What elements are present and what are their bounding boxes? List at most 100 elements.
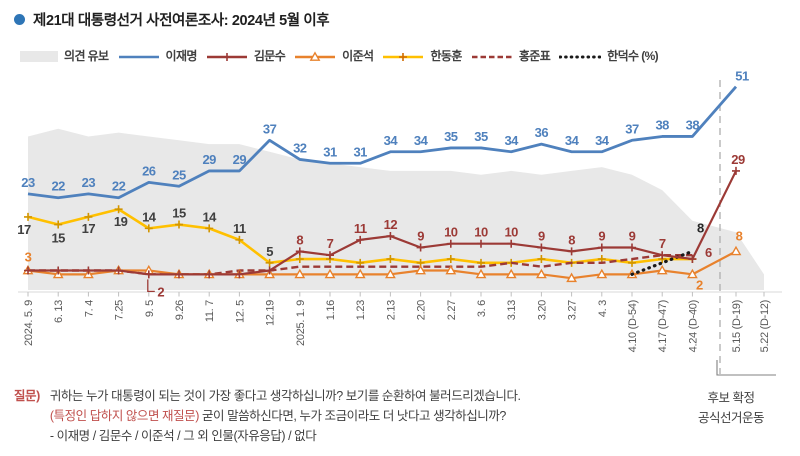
series-kim-moon-soo: 8 7 11 12 9 10 10 10 9 8 9 9 7 6 29 2 [24,152,745,299]
legend-label-han-dong-hoon: 한동훈 [430,49,462,63]
question-block: 질문) 귀하는 누가 대통령이 되는 것이 가장 좋다고 생각하십니까? 보기를… [14,386,664,446]
value-label: 29 [202,152,216,167]
plus-marker [386,232,395,241]
x-axis-label: 9. 5 [144,300,156,317]
kim-moon-soo-line [28,170,737,276]
value-label: 10 [504,225,518,240]
legend-label-undecided: 의견 유보 [64,49,109,63]
plus-marker [144,270,153,279]
triangle-marker [505,268,517,279]
triangle-marker [656,264,668,275]
value-label: 29 [233,152,247,167]
value-label: 3 [25,250,32,265]
legend-swatch-han-duck-soo [559,55,602,58]
plus-marker [477,239,485,248]
chart-legend: 의견 유보 이재명 김문수 이준석 한동훈 홍준표 한덕수 (%) [20,47,790,64]
triangle-marker [309,50,321,61]
x-axis-label: 3.20 [536,300,548,320]
x-axis-label: 4.10 (D-54) [627,300,639,352]
value-label: 7 [659,236,666,251]
legend-label-kim-moon-soo: 김문수 [253,49,286,63]
x-axis-label: 9.26 [174,300,186,320]
title-bullet-icon [14,14,25,25]
plus-marker [628,243,636,252]
legend-item-lee-jae-myung: 이재명 [118,47,197,64]
campaign-bracket [716,360,776,376]
plus-marker [658,251,667,260]
x-axis-label: 3.13 [506,300,518,320]
x-axis-label: 4.17 (D-47) [657,300,669,352]
triangle-marker [384,268,396,279]
question-line1: 귀하는 누가 대통령이 되는 것이 가장 좋다고 생각하십니까? 보기를 순환하… [49,389,521,403]
value-label: 38 [655,117,669,132]
value-label: 10 [474,225,488,240]
callout-bracket [147,279,155,292]
value-label: 14 [202,209,217,224]
callout-label: 2 [157,284,164,299]
value-label: 37 [625,121,639,136]
x-axis-label: 1.16 [325,300,337,320]
x-axis-label: 7.25 [114,300,126,320]
legend-item-hong-jun-pyo: 홍준표 [471,47,551,64]
value-label: 26 [142,163,156,178]
x-axis-label: 5.15 (D-19) [731,300,743,352]
value-label: 9 [417,229,424,244]
value-label: 6 [705,245,712,260]
legend-item-kim-moon-soo: 김문수 [206,47,286,64]
plus-marker [114,266,123,275]
value-label: 34 [565,133,580,148]
x-axis-label: 2024. 5. 9 [23,300,35,346]
triangle-marker [730,245,742,256]
series-lee-jae-myung: 23 22 23 22 26 25 29 29 37 32 31 31 34 34 35 35 34 36 34 34… [21,69,749,200]
value-label: 9 [629,229,636,244]
campaign-annotation: 후보 확정 공식선거운동 [672,388,790,428]
plus-marker [597,243,606,252]
triangle-marker [475,268,487,279]
value-label: 22 [51,179,65,194]
value-label: 14 [142,209,157,224]
triangle-marker [354,268,366,279]
plus-marker [688,255,697,264]
x-axis-label: 2.13 [385,300,397,320]
plus-marker [567,247,576,256]
value-label: 8 [568,232,575,247]
value-label: 35 [474,129,488,144]
plus-marker [446,239,455,248]
value-label: 8 [697,220,704,235]
series-han-dong-hoon: 17 15 17 19 14 15 14 11 5 [17,205,697,267]
plus-marker [114,205,123,214]
x-axis-label: 12. 5 [234,300,246,323]
value-label: 10 [444,225,458,240]
plus-marker [205,224,214,233]
x-axis-label: 2.20 [416,300,428,320]
chart-title: 제21대 대통령선거 사전여론조사: 2024년 5월 이후 [33,13,330,29]
lee-jae-myung-line [27,85,738,200]
value-label: 37 [263,121,277,136]
question-line2-red: (특정인 답하지 않으면 재질문) [49,409,200,423]
legend-label-lee-jae-myung: 이재명 [165,49,198,63]
campaign-line1: 후보 확정 [707,391,755,405]
value-label: 17 [82,221,96,236]
question-line2-rest: 굳이 말씀하신다면, 누가 조금이라도 더 낫다고 생각하십니까? [198,409,506,423]
legend-swatch-undecided [20,50,58,62]
plus-marker [416,243,425,252]
legend-label-lee-jun-seok: 이준석 [342,49,374,63]
plus-marker [235,235,244,244]
triangle-marker [596,268,608,279]
value-label: 9 [538,229,545,244]
legend-swatch-han-dong-hoon [383,52,424,61]
triangle-marker [415,264,427,275]
plus-marker [732,166,740,175]
legend-item-undecided: 의견 유보 [20,47,109,64]
x-axis-label: 4.24 (D-40) [687,300,699,352]
plus-marker [446,255,455,264]
plus-marker [144,224,153,233]
value-label: 15 [172,206,186,221]
poll-trend-svg: 2024. 5. 9 6. 13 7. 4 7.25 9. 5 9.26 11. 7 12. … [17,69,782,376]
value-label: 32 [293,140,307,155]
value-label: 5 [266,244,273,259]
triangle-marker [535,268,547,279]
legend-swatch-kim-moon-soo [206,52,247,61]
plus-marker [386,255,395,264]
value-label: 17 [17,222,31,237]
